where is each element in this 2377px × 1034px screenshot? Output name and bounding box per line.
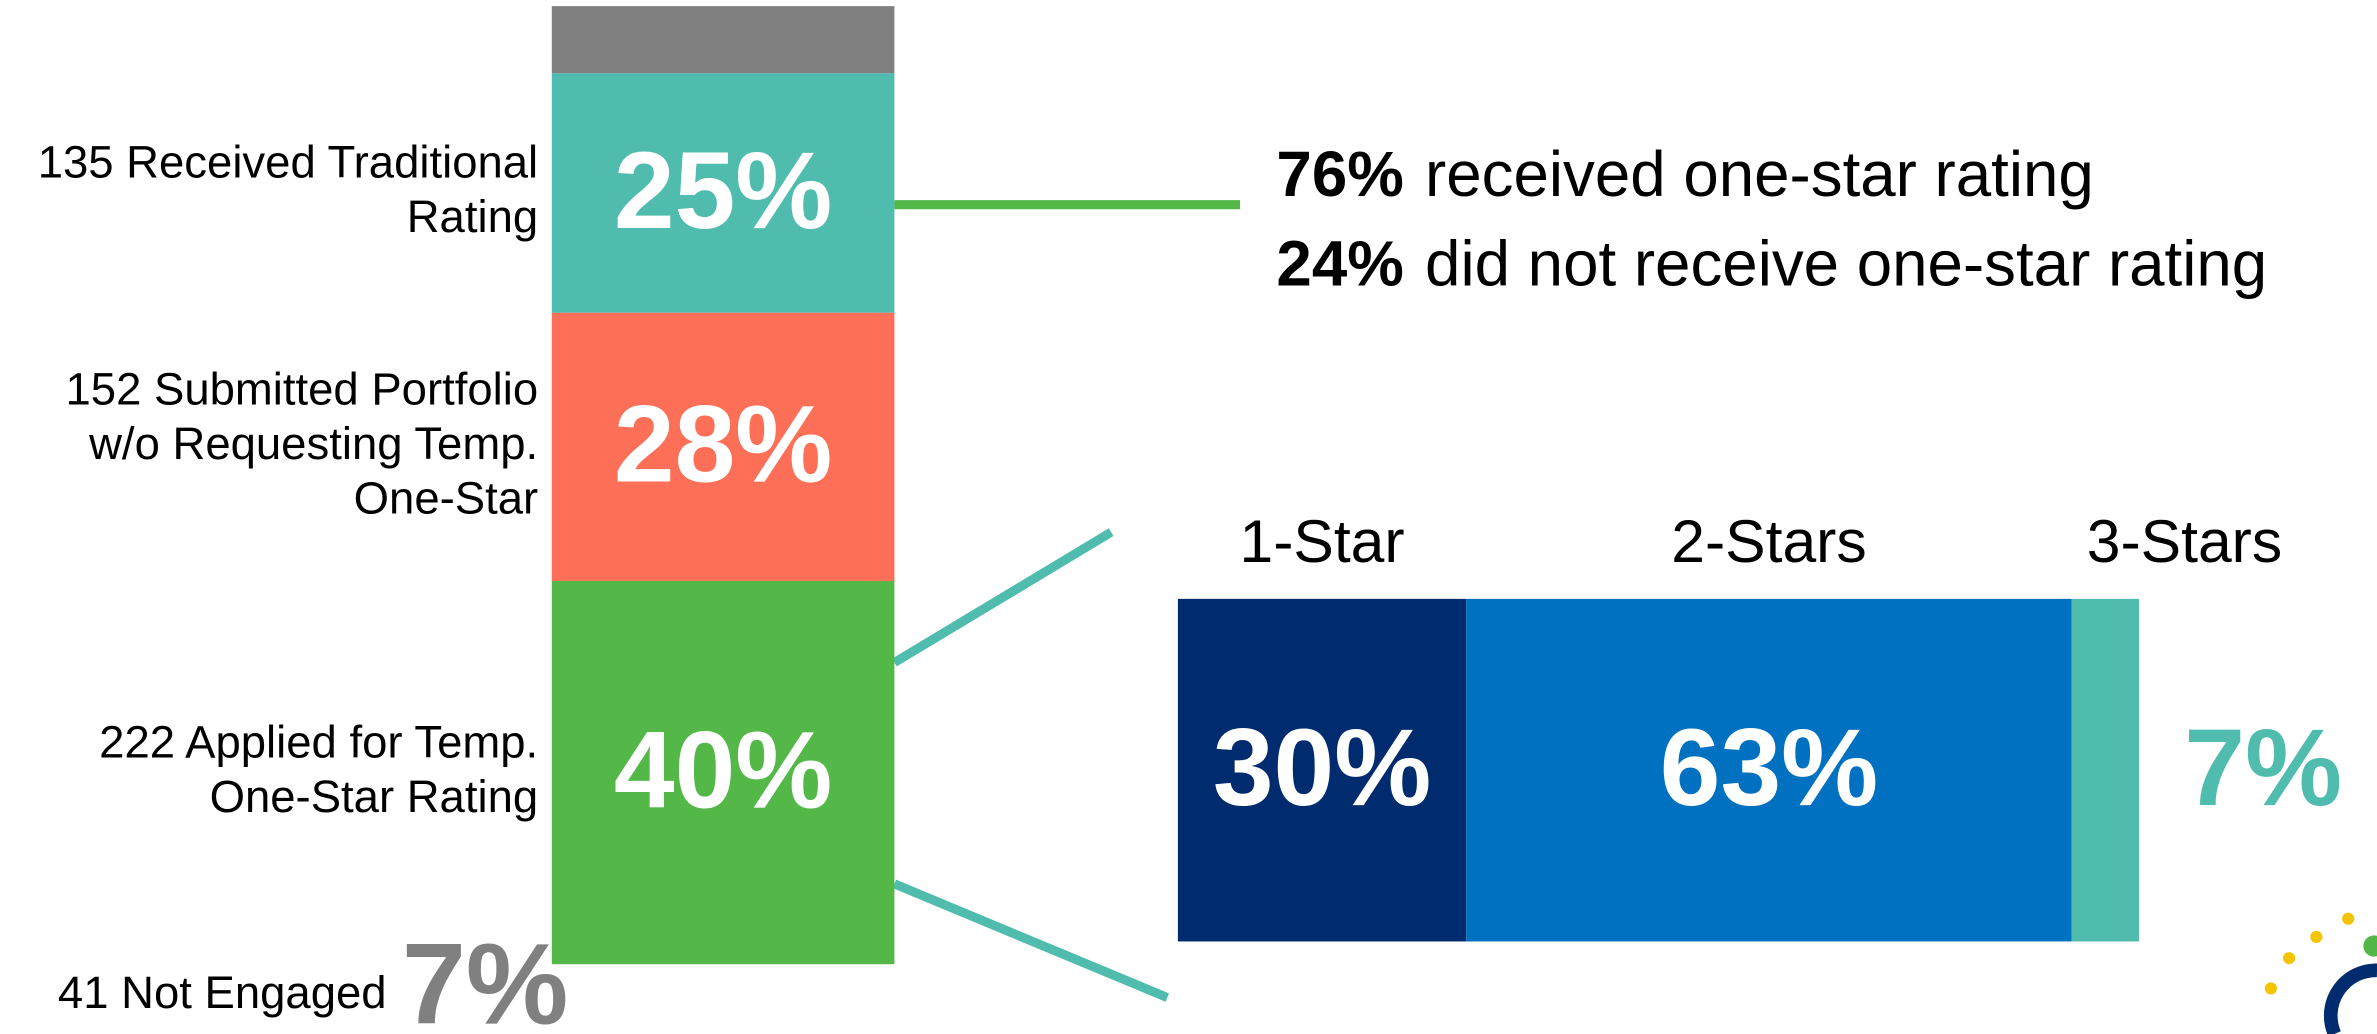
category-label: 135 Received Traditional Rating (38, 137, 538, 243)
segment (551, 312, 895, 581)
category-label: 2-Stars (1671, 507, 1866, 575)
annotation-value: 24% (1276, 228, 1403, 299)
annotation: 76% received one-star rating (1276, 139, 2093, 210)
connector (892, 879, 1170, 1002)
category-label: 152 Submitted Portfolio w/o Requesting Te… (66, 363, 539, 523)
value-label: 63% (1660, 707, 1878, 829)
value-label: 30% (1213, 707, 1431, 829)
annotation-text: received one-star rating (1425, 139, 2094, 210)
connector (892, 528, 1114, 667)
segment (551, 73, 895, 313)
category-label: 41 Not Engaged (58, 967, 387, 1018)
segment (551, 6, 895, 74)
value-label: 7% (402, 920, 569, 1034)
segment (551, 580, 895, 965)
annotation: 24% did not receive one-star rating (1276, 228, 2267, 299)
segment (2071, 598, 2139, 942)
annotation-text: did not receive one-star rating (1425, 228, 2267, 299)
value-label: 28% (614, 384, 832, 506)
segment (1466, 598, 2072, 942)
value-label: 7% (2184, 707, 2342, 829)
annotation-value: 76% (1276, 139, 1403, 210)
value-label: 25% (614, 130, 832, 252)
category-label: 222 Applied for Temp. One-Star Rating (99, 716, 538, 822)
annotations: 76% received one-star rating 24% did not re… (1276, 139, 2267, 299)
category-label: 3-Stars (2087, 507, 2282, 575)
category-label: 1-Star (1240, 507, 1405, 575)
value-label: 40% (614, 709, 832, 831)
logo (2264, 912, 2377, 1034)
segment (1177, 598, 1467, 942)
